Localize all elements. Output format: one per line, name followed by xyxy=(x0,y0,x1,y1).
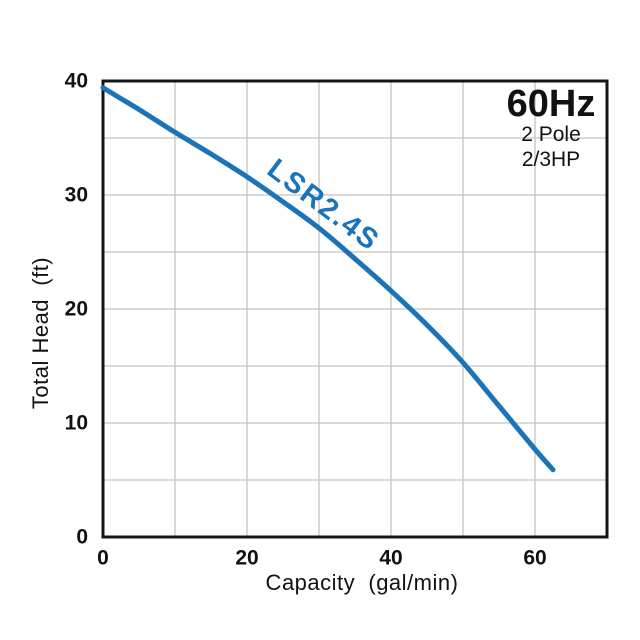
frequency-title: 60Hz xyxy=(506,83,596,125)
y-tick-label: 40 xyxy=(64,69,88,93)
x-tick-label: 60 xyxy=(523,546,547,570)
x-tick-label: 0 xyxy=(97,546,109,570)
plot-border xyxy=(101,79,609,539)
pump-curve xyxy=(100,85,556,473)
curve-label: LSR2.4S xyxy=(261,153,385,258)
horsepower-subtitle: 2/3HP xyxy=(521,147,581,171)
title-block: 60Hz 2 Pole 2/3HP xyxy=(471,85,631,173)
y-tick-label: 10 xyxy=(64,411,88,435)
x-tick-label: 40 xyxy=(379,546,403,570)
y-tick-label: 30 xyxy=(64,183,88,207)
pole-subtitle: 2 Pole xyxy=(521,123,581,146)
y-axis-label: Total Head (ft) xyxy=(28,256,53,410)
y-tick-label: 0 xyxy=(76,525,88,549)
y-tick-label: 20 xyxy=(64,297,88,321)
x-axis-label: Capacity (gal/min) xyxy=(265,570,459,595)
x-tick-label: 20 xyxy=(235,546,259,570)
